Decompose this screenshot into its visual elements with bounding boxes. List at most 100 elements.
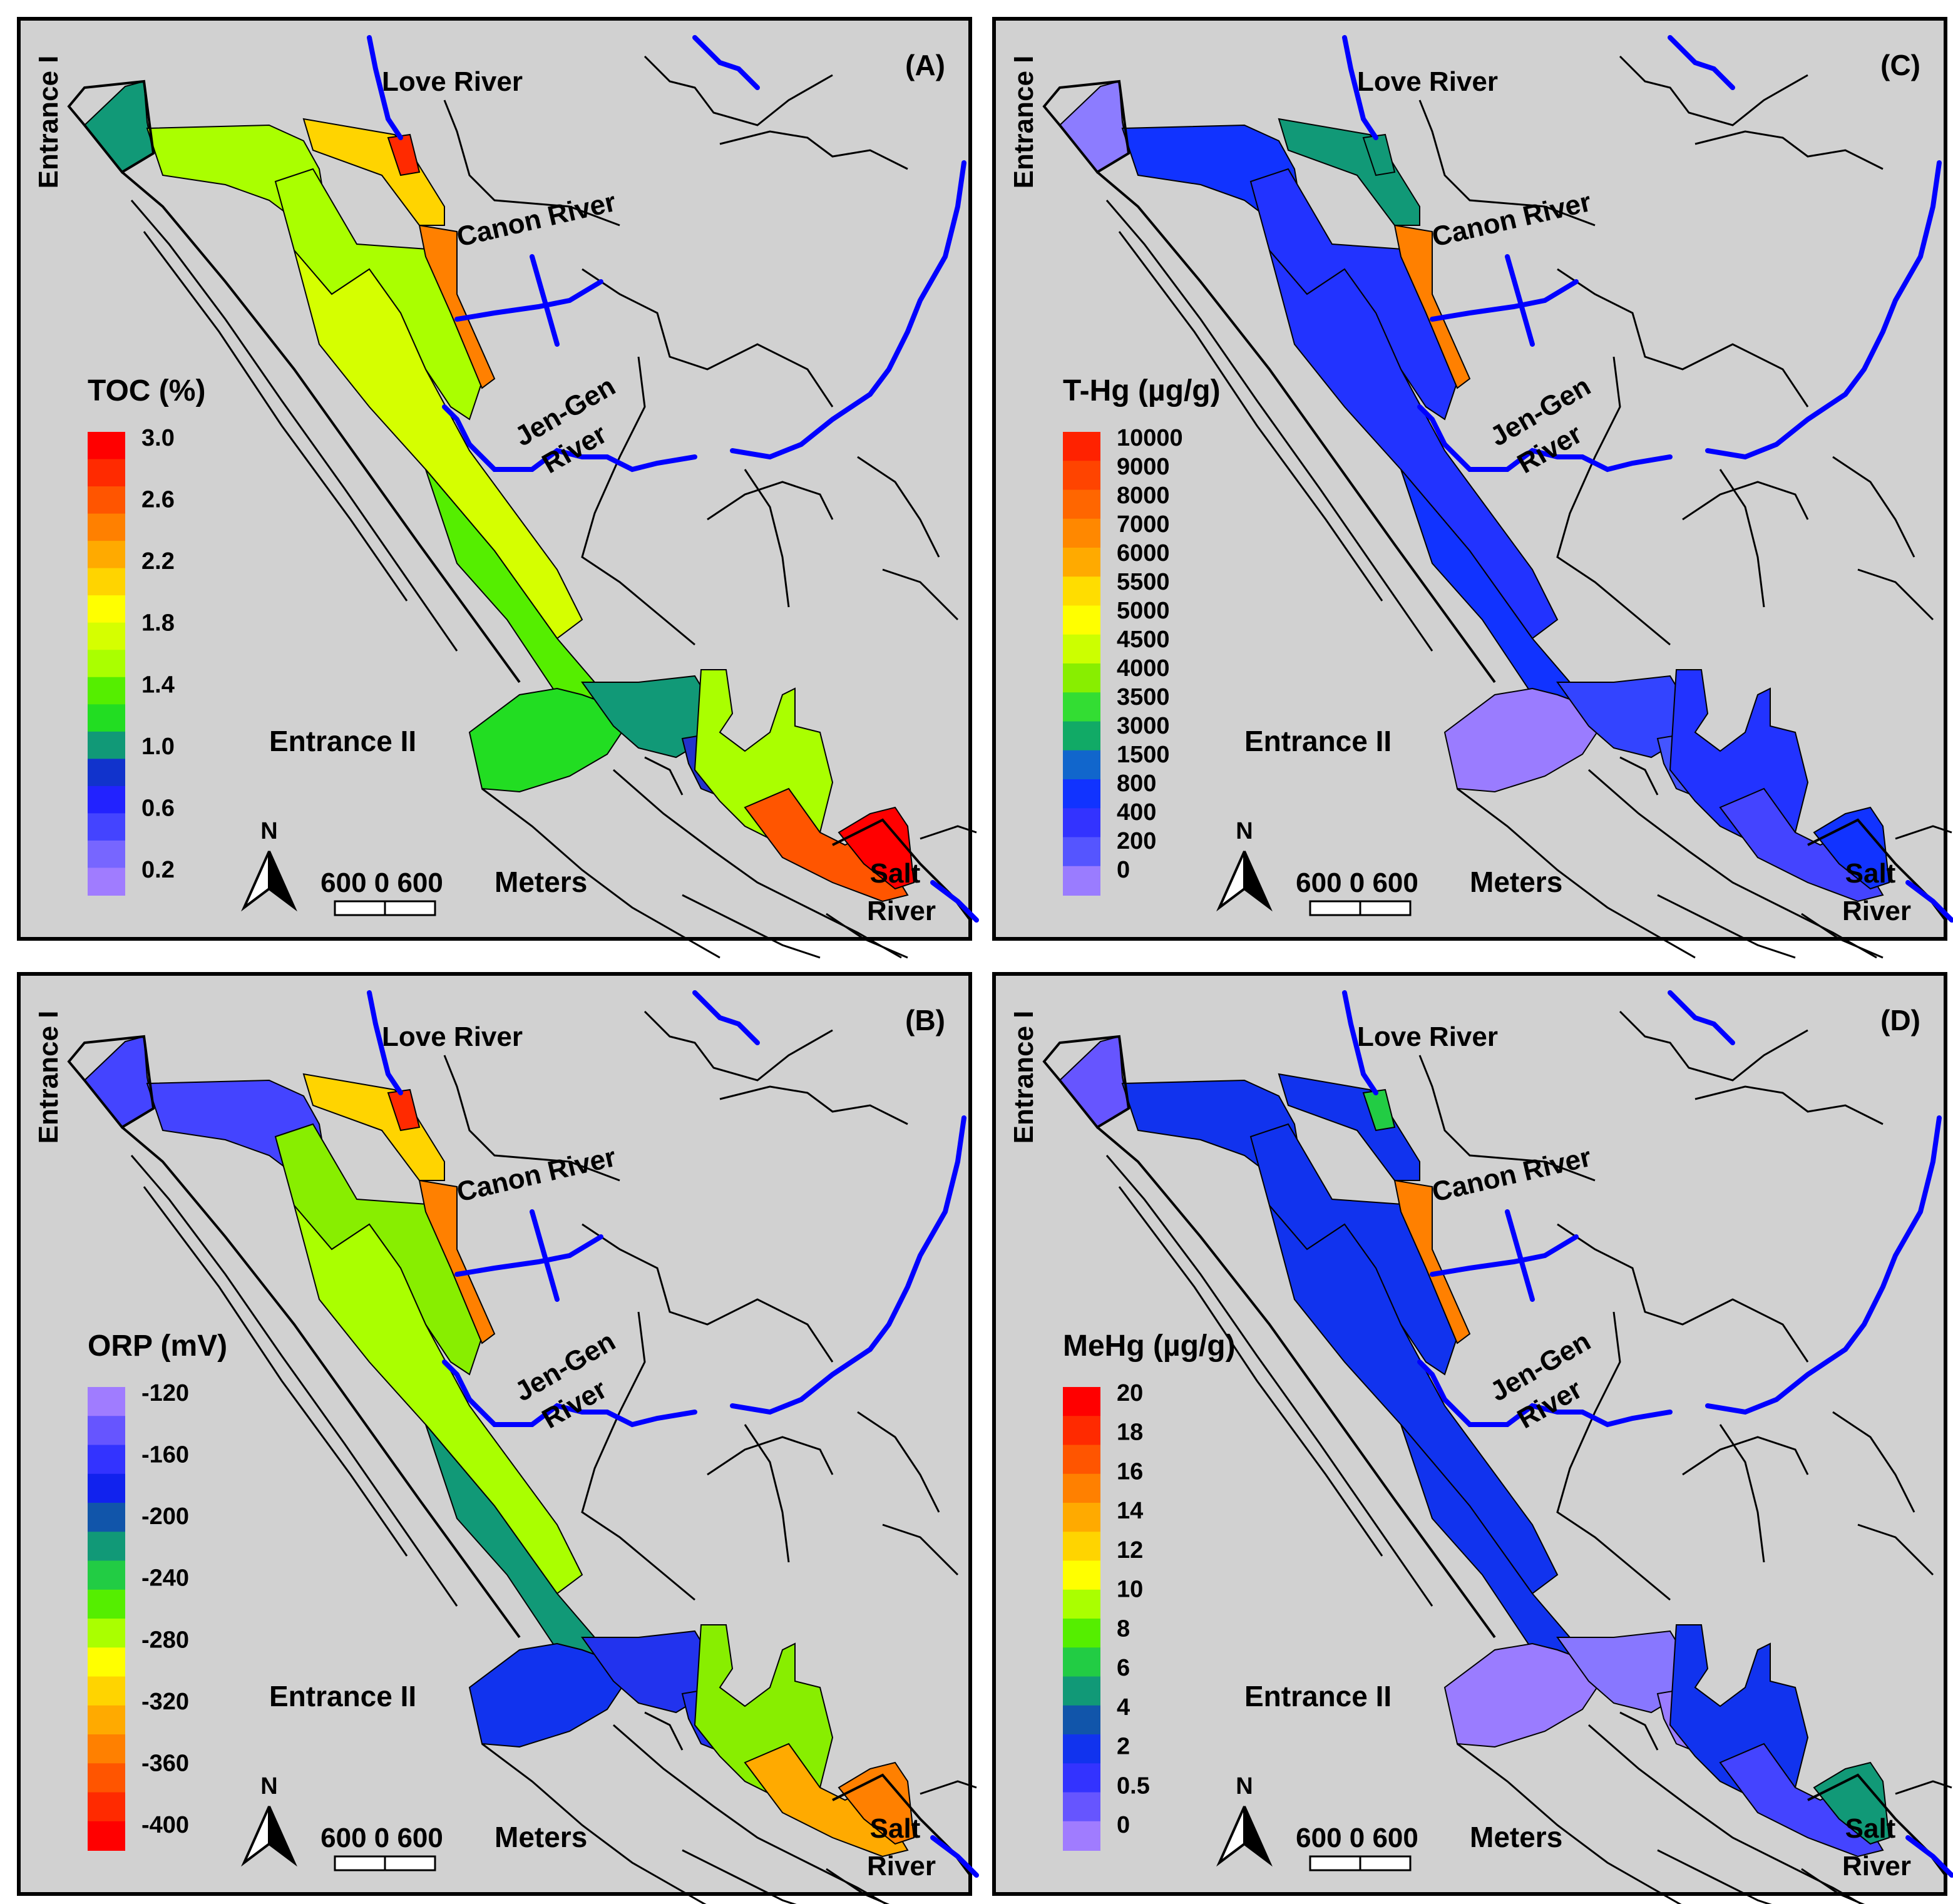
legend-swatch [1063, 461, 1100, 491]
scale-bar-segment [334, 1855, 386, 1871]
coastline [443, 100, 620, 227]
river-line [1442, 1397, 1673, 1428]
legend-title: MeHg (µg/g) [1063, 1329, 1236, 1363]
coastline [1096, 1126, 1496, 1639]
legend-swatch [88, 1705, 125, 1735]
legend-swatch [1063, 1821, 1100, 1851]
legend-swatch [1063, 1589, 1100, 1619]
legend-swatch [88, 731, 125, 760]
legend-swatch [1063, 721, 1100, 751]
legend-swatch [1063, 750, 1100, 780]
legend-tick-label: 3000 [1117, 713, 1170, 739]
water-zone-loveArmTip [1362, 133, 1396, 177]
legend-swatch [1063, 605, 1100, 635]
legend-tick-label: 0 [1117, 857, 1130, 883]
coastline [582, 1223, 834, 1363]
coastline [644, 1711, 684, 1751]
legend-swatch [88, 813, 125, 841]
legend-swatch [88, 513, 125, 542]
coastline [130, 200, 458, 652]
legend-swatch [1063, 1647, 1100, 1677]
legend-tick-label: 1.4 [141, 672, 175, 698]
legend-swatch [1063, 1532, 1100, 1562]
legend-title: ORP (mV) [88, 1329, 227, 1363]
legend-swatch [88, 1445, 125, 1475]
water-zone-loveArmTip [387, 1088, 421, 1132]
river-line [454, 1234, 603, 1277]
coastline [644, 756, 684, 796]
coastline [1719, 1424, 1765, 1563]
coastline [1895, 825, 1952, 840]
legend: MeHg (µg/g) 20 18 16 14 12 10 8 6 4 2 0.5 0 [1063, 1329, 1236, 1851]
label-entrance-1: Entrance I [33, 56, 64, 189]
legend-swatch [88, 759, 125, 787]
legend-swatch [1063, 576, 1100, 607]
coastline [1105, 200, 1433, 652]
scale-bar-segment [1309, 900, 1361, 916]
river-line [530, 254, 560, 347]
legend-tick-label: 400 [1117, 799, 1156, 826]
scale-bar-unit: Meters [1470, 866, 1562, 898]
label-entrance-1: Entrance I [33, 1011, 64, 1144]
legend-tick-label: 20 [1117, 1380, 1143, 1406]
river-line [930, 880, 979, 923]
coastline [1857, 1523, 1934, 1576]
legend-swatch [88, 840, 125, 869]
coastline [1719, 469, 1765, 608]
scale-bar-unit: Meters [1470, 1821, 1562, 1853]
label-entrance-1: Entrance I [1008, 1011, 1039, 1144]
north-label: N [260, 818, 277, 844]
coastline [719, 1085, 908, 1125]
legend-swatch [88, 1416, 125, 1446]
legend-swatch [1063, 779, 1100, 809]
legend-swatch [88, 1676, 125, 1706]
coastline [643, 55, 833, 126]
label-salt-river: Salt [1845, 1813, 1896, 1844]
river-line [692, 35, 760, 90]
coastline [826, 913, 908, 959]
legend-tick-label: 2 [1117, 1734, 1130, 1760]
legend-swatch [88, 1647, 125, 1677]
water-zone-canonArm [1393, 224, 1471, 389]
coastline [1418, 1055, 1596, 1182]
coastline [744, 1424, 790, 1563]
legend-swatch [88, 786, 125, 814]
coastline [67, 1035, 155, 1129]
legend-swatch [88, 622, 125, 651]
legend-swatch [88, 1589, 125, 1619]
river-line [1705, 160, 1942, 460]
legend-swatch [1063, 432, 1100, 462]
legend-swatch [1063, 634, 1100, 664]
legend-tick-label: 2.6 [141, 487, 175, 513]
coastline [857, 1411, 940, 1513]
coastline [1801, 1868, 1865, 1904]
legend-tick-label: 4500 [1117, 627, 1170, 653]
legend-swatch [88, 486, 125, 514]
legend-swatch [88, 568, 125, 596]
river-line [1442, 442, 1673, 473]
legend-swatch [88, 704, 125, 732]
coastline [1895, 1780, 1952, 1795]
coastline [1556, 356, 1671, 646]
legend-swatch [88, 1387, 125, 1417]
coastline [143, 1186, 408, 1557]
scale-bar-unit: Meters [495, 1821, 587, 1853]
legend-tick-label: 800 [1117, 770, 1156, 797]
legend-tick-label: -240 [141, 1565, 189, 1592]
harbor-map [67, 35, 979, 959]
label-love-river: Love River [382, 1021, 523, 1052]
coastline [1801, 913, 1884, 959]
legend-swatch [88, 677, 125, 705]
coastline [643, 1010, 833, 1082]
river-line [1417, 404, 1447, 447]
coastline [1096, 171, 1496, 683]
river-line [1505, 254, 1535, 347]
coastline [613, 769, 902, 959]
river-line [367, 990, 403, 1095]
legend-swatch [1063, 663, 1100, 694]
legend-swatch [88, 595, 125, 623]
legend-swatch [1063, 1705, 1100, 1735]
